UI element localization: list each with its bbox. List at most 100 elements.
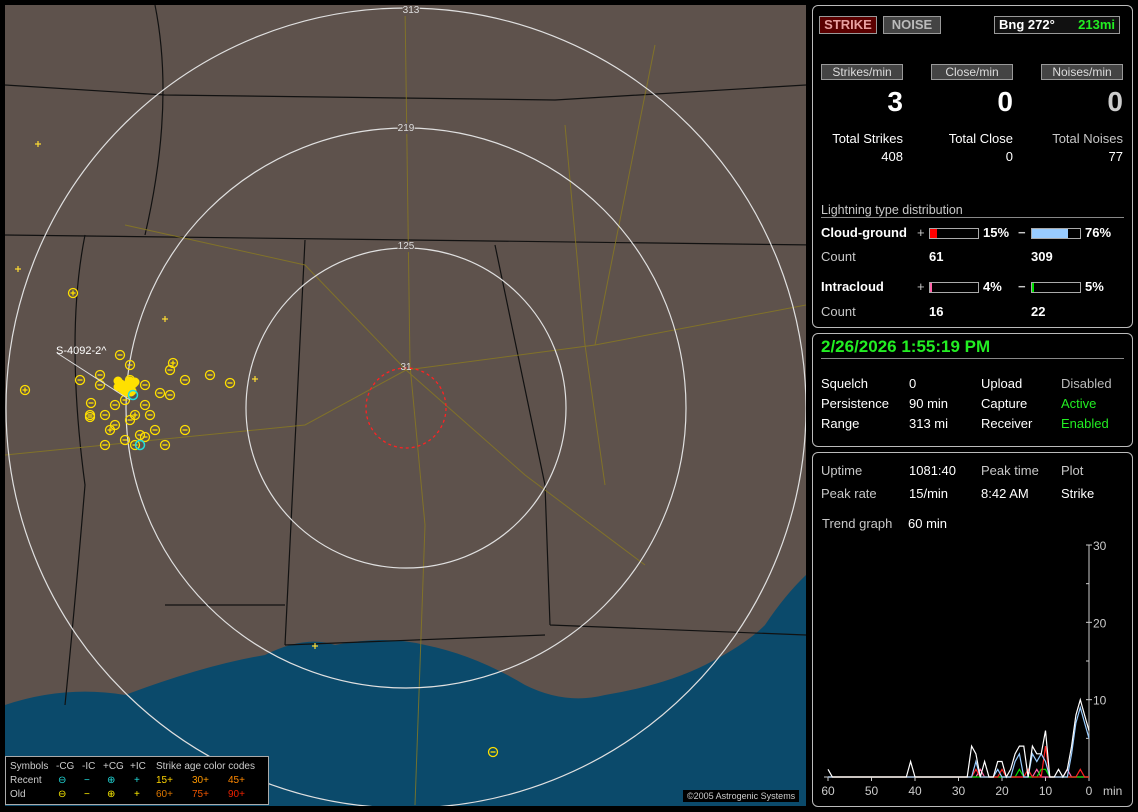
y-tick-label: 20	[1093, 616, 1107, 630]
peak-time-label: Peak time	[981, 463, 1039, 478]
age-code: 60+	[156, 789, 173, 800]
strike-marker	[85, 397, 97, 409]
ic-minus-count: 22	[1031, 304, 1046, 319]
info-label: Persistence	[821, 396, 889, 411]
info-label: Capture	[981, 396, 1028, 411]
state-borders	[5, 5, 806, 706]
strike-marker	[67, 287, 79, 299]
strike-marker	[164, 389, 176, 401]
strike-marker	[99, 409, 111, 421]
trend-panel: Uptime 1081:40 Peak time Plot Peak rate …	[812, 452, 1133, 807]
strike-marker	[179, 374, 191, 386]
strike-marker	[74, 374, 86, 386]
strike-marker	[134, 429, 146, 441]
peak-rate-label: Peak rate	[821, 486, 877, 501]
noise-button[interactable]: NOISE	[883, 16, 941, 34]
total-noises-label: Total Noises	[1052, 131, 1123, 146]
strike-marker	[129, 439, 141, 451]
plot-value[interactable]: Strike	[1061, 486, 1095, 501]
close-per-min-value: 0	[997, 86, 1013, 117]
strike-marker	[139, 431, 151, 443]
x-tick-label: 60	[821, 784, 835, 798]
minus-sign: −	[1018, 279, 1026, 294]
recent-strike-marker	[127, 389, 139, 401]
strike-map[interactable]: 313 219 125 31 S-4092-2^	[5, 5, 806, 806]
recent-pos-cg-icon: ⊕	[107, 775, 116, 786]
highways	[5, 5, 806, 806]
strike-marker	[104, 424, 116, 436]
datetime: 2/26/2026 1:55:19 PM	[821, 337, 1124, 359]
intracloud-label: Intracloud	[821, 279, 884, 294]
total-strikes-label: Total Strikes	[832, 131, 903, 146]
peak-rate-value: 15/min	[909, 486, 949, 501]
cg-plus-pct: 15%	[983, 225, 1010, 240]
total-close-label: Total Close	[948, 131, 1013, 146]
strike-marker	[94, 369, 106, 381]
strike-markers	[15, 141, 499, 758]
legend-col: -CG	[56, 761, 75, 772]
legend-col: +IC	[130, 761, 146, 772]
info-label: Receiver	[981, 416, 1033, 431]
peak-time-value: 8:42 AM	[981, 486, 1029, 501]
recent-neg-ic-icon: −	[84, 775, 90, 786]
info-label: Range	[821, 416, 860, 431]
cg-plus-fill	[930, 229, 938, 238]
info-label: Upload	[981, 376, 1023, 391]
plus-sign: +	[917, 279, 925, 294]
noises-per-min-value: 0	[1107, 86, 1123, 117]
ic-plus-count: 16	[929, 304, 944, 319]
storm-label-leader	[56, 352, 131, 401]
distribution-title: Lightning type distribution	[821, 203, 1124, 218]
info-value: 90 min	[909, 396, 949, 411]
strike-marker	[129, 409, 141, 421]
map-legend: Symbols -CG -IC +CG +IC Strike age color…	[5, 756, 269, 805]
cg-count-label: Count	[821, 249, 856, 264]
strikes-per-min-button[interactable]: Strikes/min	[821, 64, 903, 80]
recent-strike-marker	[134, 439, 146, 451]
cg-minus-fill	[1032, 229, 1069, 238]
strike-marker	[204, 369, 216, 381]
strike-marker	[224, 377, 236, 389]
info-value: Disabled	[1061, 376, 1112, 391]
close-range-ring	[365, 367, 447, 449]
info-label: Squelch	[821, 376, 868, 391]
age-code: 30+	[192, 775, 209, 786]
trend-graph: 60 50 40 30 20 10 0 min 10 20 30	[821, 539, 1122, 798]
old-pos-ic-icon: +	[134, 789, 140, 800]
strike-marker	[159, 439, 171, 451]
old-pos-cg-icon: ⊕	[107, 789, 116, 800]
uptime-value: 1081:40	[909, 463, 956, 478]
close-per-min-button[interactable]: Close/min	[931, 64, 1013, 80]
noises-per-min-button[interactable]: Noises/min	[1041, 64, 1123, 80]
ic-count-label: Count	[821, 304, 856, 319]
map-canvas[interactable]	[5, 5, 806, 806]
trend-label: Trend graph	[822, 516, 893, 531]
gulf-water	[5, 575, 806, 806]
strike-marker	[179, 424, 191, 436]
info-panel: 2/26/2026 1:55:19 PM Squelch 0 Upload Disab…	[812, 333, 1133, 447]
ic-plus-pct: 4%	[983, 279, 1002, 294]
legend-symbols-label: Symbols	[10, 761, 49, 772]
range-ring	[245, 247, 567, 569]
info-value: Active	[1061, 396, 1097, 411]
copyright: ©2005 Astrogenic Systems	[683, 790, 800, 802]
strike-cluster	[113, 382, 123, 392]
recent-neg-cg-icon: ⊖	[58, 775, 67, 786]
age-code: 90+	[228, 789, 245, 800]
cg-minus-bar	[1031, 228, 1081, 239]
range-label-313: 313	[402, 5, 420, 16]
age-code: 15+	[156, 775, 173, 786]
strike-marker	[84, 409, 96, 421]
bearing-readout: Bng 272° 213mi	[994, 16, 1120, 34]
storm-id-label[interactable]: S-4092-2^	[56, 345, 107, 357]
strike-button[interactable]: STRIKE	[819, 16, 877, 34]
minus-sign: −	[1018, 225, 1026, 240]
range-ring	[125, 127, 687, 689]
legend-row: Old	[10, 789, 26, 800]
range-label-31: 31	[400, 362, 412, 373]
age-code: 45+	[228, 775, 245, 786]
range-label-125: 125	[397, 241, 415, 252]
cg-plus-count: 61	[929, 249, 944, 264]
trend-series-line	[828, 705, 1090, 778]
legend-row: Recent	[10, 775, 42, 786]
